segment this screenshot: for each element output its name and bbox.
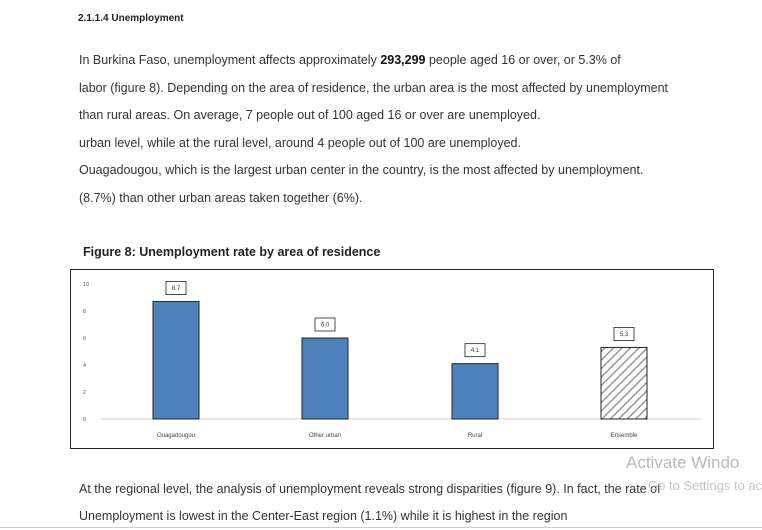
x-category-label: Rural [468, 433, 482, 439]
closing-line-2: Unemployment is lowest in the Center-Eas… [79, 509, 568, 523]
bar-chart: 0 2 4 6 8 10 8,7 Ouagadougou 6,0 Other urban 4,1 Ru… [83, 281, 701, 439]
bar-chart-frame: 0 2 4 6 8 10 8,7 Ouagadougou 6,0 Other urban 4,1 Ru… [70, 269, 714, 449]
y-tick-label: 0 [83, 417, 86, 423]
page-bottom-rule [0, 527, 762, 528]
intro-line-1-prefix: In Burkina Faso, unemployment affects ap… [79, 53, 381, 67]
intro-line-6: (8.7%) than other urban areas taken toge… [79, 191, 363, 205]
x-category-label: Ouagadougou [157, 433, 195, 439]
y-tick-label: 6 [83, 336, 86, 342]
bar-ensemble [600, 346, 648, 420]
intro-line-1: In Burkina Faso, unemployment affects ap… [79, 53, 621, 67]
intro-line-3: than rural areas. On average, 7 people o… [79, 108, 541, 122]
y-tick-label: 4 [83, 363, 86, 369]
closing-line-1: At the regional level, the analysis of u… [79, 482, 661, 496]
unemployed-count: 293,299 [380, 53, 426, 67]
intro-line-5: Ouagadougou, which is the largest urban … [79, 163, 644, 177]
y-tick-label: 8 [83, 309, 86, 315]
bar-other-urban [301, 337, 349, 420]
data-label-box [314, 317, 336, 332]
activation-watermark-title: Activate Windo [626, 453, 740, 472]
x-category-label: Ensemble [611, 433, 638, 439]
intro-line-1-suffix: people aged 16 or over, or 5.3% of [425, 53, 621, 67]
y-tick-label: 10 [83, 282, 89, 288]
y-tick-label: 2 [83, 390, 86, 396]
data-label-box [613, 327, 635, 341]
data-label: 6,0 [321, 323, 330, 329]
data-label: 8,7 [172, 286, 181, 292]
activation-watermark-subtitle: Go to Settings to act [648, 478, 762, 493]
data-label: 5,3 [620, 332, 629, 338]
section-heading: 2.1.1.4 Unemployment [78, 13, 184, 24]
bar-rural [451, 363, 499, 420]
x-category-label: Other urban [309, 433, 341, 439]
figure-title: Figure 8: Unemployment rate by area of r… [83, 245, 381, 259]
intro-line-2: labor (figure 8). Depending on the area … [79, 81, 669, 95]
intro-line-4: urban level, while at the rural level, a… [79, 136, 521, 150]
bar-ouagadougou [152, 301, 200, 420]
data-label-box [165, 281, 187, 295]
data-label-box [464, 343, 486, 358]
data-label: 4,1 [471, 348, 480, 354]
